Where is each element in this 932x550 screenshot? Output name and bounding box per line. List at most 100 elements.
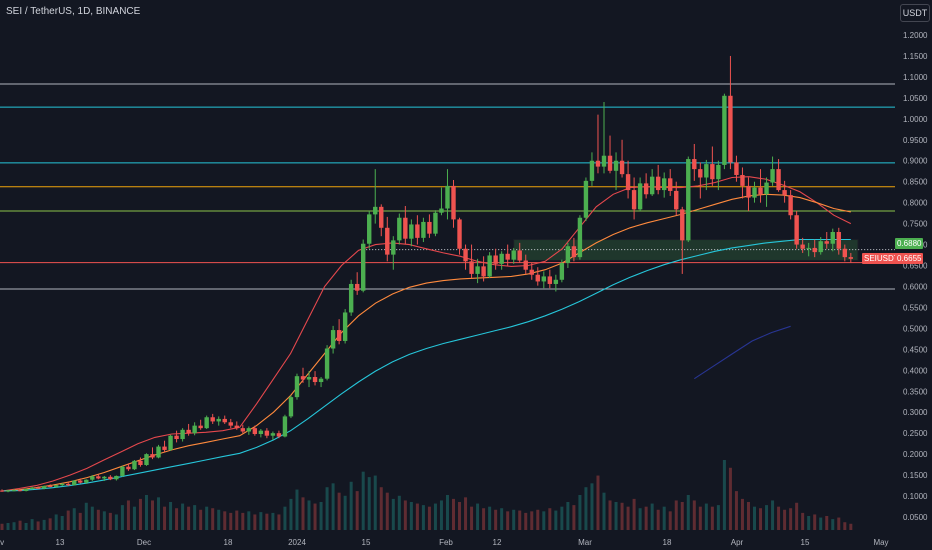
candle-body [288,397,294,417]
candle-body [842,248,847,258]
volume-bar [578,495,582,530]
y-tick-label: 0.3500 [903,387,928,396]
volume-bar [385,492,389,530]
candle-body [409,224,414,239]
candle-body [457,219,462,249]
candle-body [216,418,221,422]
volume-bar [277,514,281,530]
volume-bar [391,498,395,530]
x-tick-label: 18 [224,538,233,547]
y-tick-label: 0.1000 [903,492,928,501]
volume-bar [66,510,70,530]
volume-bar [837,517,841,530]
volume-bar [151,500,154,530]
volume-bar [500,508,504,530]
ema-line-3 [693,325,791,380]
candle-body [836,231,841,249]
candle-body [294,376,300,398]
candle-body [529,269,534,275]
volume-bar [397,495,401,530]
volume-bar [259,512,263,530]
volume-bar [542,511,546,530]
volume-bar [415,503,419,530]
price-axis[interactable]: 1.2000 1.1500 1.1000 1.0500 1.0000 0.9500 0.90… [903,31,928,522]
candle-body [282,416,288,437]
candle-body [686,159,691,241]
volume-bar [740,498,744,530]
candle-body [710,164,715,180]
y-tick-label: 0.2000 [903,450,928,459]
volume-bar [223,511,227,530]
candle-body [11,490,17,492]
volume-bar [301,497,305,530]
candle-body [41,485,47,489]
candle-body [234,425,239,429]
candle-body [397,217,402,241]
y-tick-label: 1.1500 [903,52,928,61]
candle-body [655,176,661,191]
volume-bar [584,487,588,530]
candle-body [631,190,637,210]
volume-bar [421,505,425,530]
candle-body [162,446,167,450]
y-tick-label: 0.1500 [903,471,928,480]
candle-body [547,276,553,284]
volume-bar [54,514,58,530]
candle-body [210,417,215,422]
y-tick-label: 0.0500 [903,513,928,522]
volume-bar [759,508,763,530]
candle-body [312,377,318,383]
volume-bar [181,503,185,530]
y-tick-label: 0.8000 [903,199,928,208]
candle-body [23,488,29,492]
volume-bar [379,487,383,530]
volume-bar [662,506,666,530]
candle-body [625,174,631,191]
volume-bar [241,512,245,530]
volume-bar [403,500,407,530]
candle-body [553,279,559,284]
candle-body [427,221,432,234]
candle-body [174,435,179,440]
candle-body [728,95,733,163]
candle-body [499,253,504,264]
candle-body [818,241,823,253]
last-price-tag: 0.6655 [895,253,924,264]
volume-bar [512,509,516,530]
volume-bar [24,523,28,530]
candle-body [60,483,65,486]
candle-body [565,246,571,264]
volume-bar [608,500,612,530]
volume-bar [728,467,732,530]
y-tick-label: 1.2000 [903,31,928,40]
volume-bar [96,509,100,530]
candle-body [336,330,342,341]
y-tick-label: 0.5500 [903,303,928,312]
candle-body [794,215,799,245]
candle-body [78,480,83,483]
volume-bar [187,506,191,530]
volume-bar [771,500,775,530]
volume-bar [18,520,22,530]
candle-body [589,160,595,181]
volume-bar [795,502,799,530]
candle-body [734,162,739,175]
candle-body [258,430,264,435]
time-axis[interactable]: Nov 13 Dec 18 2024 15 Feb 12 Mar 18 Apr 15 May [0,538,889,547]
currency-button[interactable]: USDT [900,4,930,22]
volume-bar [656,509,660,530]
candle-body [324,348,330,379]
candle-body [740,174,745,186]
volume-bar [319,502,323,530]
candle-body [120,466,125,476]
volume-bar [331,483,335,530]
volume-bar [464,497,468,530]
x-tick-label: 15 [801,538,810,547]
candle-body [613,160,619,171]
volume-bar [193,505,197,530]
candle-body [469,261,474,274]
volume-bars [0,460,853,530]
candle-body [264,430,270,436]
candle-body [5,490,11,492]
